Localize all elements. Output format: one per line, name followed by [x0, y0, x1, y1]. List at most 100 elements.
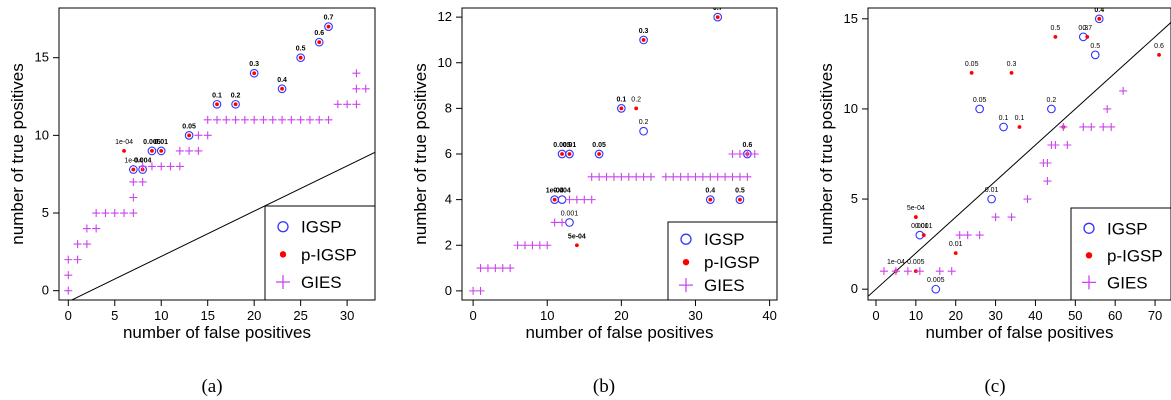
gies-point	[138, 177, 147, 186]
gies-point	[661, 172, 670, 181]
igsp-point	[931, 284, 941, 294]
gies-point	[947, 267, 956, 276]
igsp-point	[735, 195, 745, 204]
y-tick-label: 2	[445, 237, 452, 252]
gies-point	[580, 195, 589, 204]
x-tick-label: 10	[909, 308, 923, 323]
pigsp-point	[634, 106, 639, 111]
x-tick-label: 30	[688, 308, 702, 323]
point-label: 0.3	[639, 28, 649, 35]
legend-label: GIES	[1107, 273, 1148, 292]
igsp-point	[1090, 50, 1100, 60]
gies-point	[1107, 122, 1116, 131]
pigsp-point	[641, 38, 646, 42]
x-tick-label: 0	[65, 308, 72, 323]
pigsp-point	[280, 86, 284, 91]
point-label: 0.6	[314, 30, 324, 37]
point-label: 0.3	[1007, 61, 1017, 68]
legend-gies-marker	[679, 278, 693, 293]
y-tick-label: 15	[844, 11, 858, 26]
gies-point	[185, 146, 194, 155]
x-axis-title: number of false positives	[925, 323, 1113, 342]
x-tick-label: 40	[762, 308, 776, 323]
igsp-point	[314, 37, 324, 47]
pigsp-point	[1157, 52, 1161, 57]
gies-point	[469, 286, 478, 295]
gies-point	[728, 172, 737, 181]
x-tick-label: 0	[872, 308, 879, 323]
gies-point	[528, 241, 537, 250]
gies-point	[213, 115, 221, 124]
x-axis-title: number of false positives	[123, 323, 311, 342]
y-axis-title: number of true positives	[8, 63, 27, 244]
x-tick-label: 0	[470, 308, 477, 323]
gies-point	[203, 115, 212, 124]
point-label: 5e-04	[568, 233, 586, 240]
point-label: 0.3	[1078, 25, 1088, 32]
legend-igsp-marker	[277, 221, 289, 233]
y-tick-label: 10	[35, 127, 49, 142]
igsp-point	[147, 146, 157, 156]
point-label: 0.001	[561, 210, 579, 217]
gies-point	[543, 241, 552, 250]
plot-frame	[867, 7, 1171, 301]
gies-point	[157, 162, 166, 171]
point-label: 0.01	[949, 241, 963, 248]
gies-point	[138, 162, 147, 171]
legend-pigsp-marker	[1085, 252, 1093, 259]
pigsp-point	[131, 167, 136, 172]
plot-frame	[58, 7, 376, 301]
gies-point	[535, 241, 544, 250]
gies-point	[73, 255, 82, 264]
point-label: 0.05	[592, 142, 606, 149]
gies-point	[92, 224, 101, 233]
gies-point	[735, 172, 744, 181]
x-tick-label: 20	[948, 308, 962, 323]
igsp-point	[565, 149, 574, 159]
y-tick-label: 5	[851, 191, 858, 206]
point-label: 0.05	[973, 97, 987, 104]
gies-point	[491, 264, 500, 273]
igsp-point	[565, 218, 574, 227]
gies-point	[1043, 159, 1052, 168]
gies-point	[120, 209, 129, 218]
y-tick-label: 15	[35, 50, 49, 65]
gies-point	[1007, 213, 1016, 222]
gies-point	[1051, 140, 1060, 149]
point-label: 0.3	[249, 61, 259, 68]
x-tick-label: 5	[111, 308, 118, 323]
igsp-point	[184, 131, 194, 140]
gies-point	[1059, 122, 1068, 131]
igsp-point	[705, 195, 715, 204]
point-label: 0.4	[1094, 7, 1104, 14]
point-label: 1e-04	[115, 139, 133, 146]
pigsp-point	[953, 251, 958, 256]
gies-point	[639, 172, 648, 181]
gies-point	[129, 177, 138, 186]
point-label: 0.001	[915, 223, 933, 230]
point-label: 0.05	[182, 123, 196, 130]
x-tick-label: 40	[1028, 308, 1042, 323]
point-label: 0.2	[1047, 97, 1057, 104]
gies-point	[250, 115, 259, 124]
igsp-point	[231, 99, 240, 109]
gies-point	[565, 195, 574, 204]
gies-point	[73, 240, 82, 249]
legend-gies-marker	[1082, 275, 1096, 290]
gies-point	[278, 115, 287, 124]
gies-point	[879, 267, 888, 276]
gies-point	[147, 162, 156, 171]
point-label: 0.004	[134, 158, 152, 165]
y-tick-label: 10	[438, 55, 452, 70]
igsp-point	[156, 146, 166, 156]
point-label: 0.05	[965, 61, 979, 68]
gies-point	[506, 264, 515, 273]
igsp-point	[557, 195, 567, 204]
legend: IGSP p-IGSP GIES	[264, 205, 376, 301]
pigsp-point	[326, 24, 331, 29]
pigsp-point	[187, 133, 192, 138]
gies-point	[595, 172, 604, 181]
pigsp-point	[560, 152, 564, 156]
legend-igsp-marker	[680, 233, 692, 245]
